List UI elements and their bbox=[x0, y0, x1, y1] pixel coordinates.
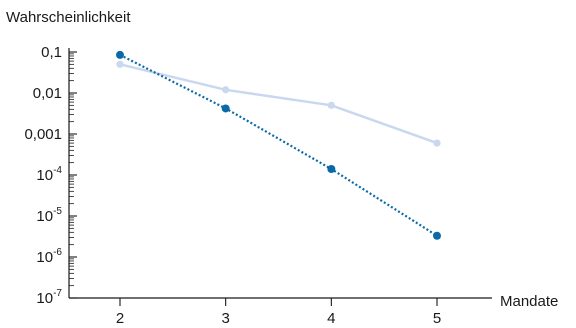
y-tick-base: 10 bbox=[36, 249, 53, 266]
y-tick-exponent: -5 bbox=[53, 206, 62, 217]
series-2-line bbox=[119, 53, 438, 237]
y-axis-label: Wahrscheinlichkeit bbox=[6, 9, 131, 26]
series-1-point bbox=[116, 60, 124, 68]
y-tick-label: 10-7 bbox=[36, 288, 62, 307]
y-tick-label: 0,001 bbox=[24, 126, 62, 143]
y-tick-label: 0,01 bbox=[33, 85, 62, 102]
y-minor-ticks bbox=[69, 53, 74, 287]
series-2-point bbox=[433, 231, 441, 240]
y-tick-base: 10 bbox=[36, 208, 53, 225]
y-tick-base: 0,001 bbox=[24, 126, 62, 143]
series-2-point bbox=[116, 50, 124, 59]
x-axis-label: Mandate bbox=[500, 293, 558, 310]
series-1-point bbox=[327, 101, 335, 109]
y-tick-base: 0,01 bbox=[33, 85, 62, 102]
x-tick-label: 3 bbox=[221, 310, 229, 327]
y-tick-label: 0,1 bbox=[41, 44, 62, 61]
y-tick-base: 10 bbox=[36, 290, 53, 307]
series-1-point bbox=[222, 86, 230, 94]
y-tick-exponent: -7 bbox=[53, 288, 62, 299]
y-tick-exponent: -4 bbox=[53, 165, 62, 176]
y-tick-exponent: -6 bbox=[53, 247, 62, 258]
series-1-line bbox=[119, 63, 438, 145]
y-tick-base: 0,1 bbox=[41, 44, 62, 61]
x-tick-label: 2 bbox=[116, 310, 124, 327]
x-tick-label: 4 bbox=[327, 310, 335, 327]
y-tick-base: 10 bbox=[36, 167, 53, 184]
series-layer bbox=[116, 50, 441, 240]
series-2-point bbox=[327, 165, 336, 174]
y-tick-label: 10-5 bbox=[36, 206, 62, 225]
series-1-point bbox=[433, 139, 441, 147]
x-tick-label: 5 bbox=[433, 310, 441, 327]
y-tick-label: 10-4 bbox=[36, 165, 62, 184]
y-tick-label: 10-6 bbox=[36, 247, 62, 266]
series-2-point bbox=[221, 104, 230, 113]
x-tick-labels: 2 3 4 5 bbox=[116, 298, 441, 327]
